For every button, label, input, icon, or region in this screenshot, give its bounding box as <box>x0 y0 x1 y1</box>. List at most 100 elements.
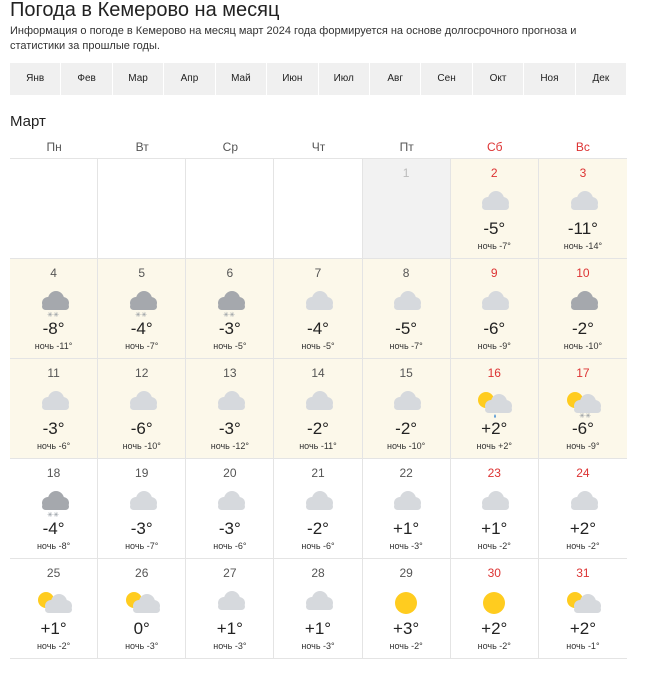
weather-icon: ✳ ✳ <box>129 291 157 319</box>
cloud-part <box>570 503 598 510</box>
day-temperature: +1° <box>393 519 420 538</box>
night-temperature: ночь -12° <box>210 441 249 451</box>
night-temperature: ночь +2° <box>476 441 513 451</box>
day-cell: 24 +2° ночь -2° <box>538 459 627 559</box>
weekday: Пт <box>399 140 414 154</box>
month-tab[interactable]: Окт <box>473 63 525 95</box>
day-temperature: -5° <box>395 319 418 338</box>
night-temperature: ночь -6° <box>36 441 71 451</box>
day-temperature: +1° <box>216 619 243 638</box>
day-cell: 22 +1° ночь -3° <box>362 459 451 559</box>
day-number: 9 <box>490 266 498 280</box>
weather-icon <box>305 291 333 310</box>
month-tab[interactable]: Мар <box>113 63 165 95</box>
weather-icon <box>37 592 72 613</box>
weather-icon <box>305 591 333 610</box>
cloud-part <box>573 606 601 613</box>
night-temperature: ночь -2° <box>389 641 423 651</box>
page-title: Погода в Кемерово на месяц <box>10 0 280 21</box>
day-cell: 18 ✳ ✳ -4° ночь -8° <box>10 459 99 559</box>
day-cell: 11 -3° ночь -6° <box>10 359 99 459</box>
day-number: 19 <box>135 466 149 480</box>
day-temperature: -2° <box>395 419 418 438</box>
weekday: Пн <box>46 140 62 154</box>
night-temperature: ночь -7° <box>477 241 511 251</box>
day-number: 11 <box>47 366 60 380</box>
weather-icon <box>478 392 513 418</box>
month-tab[interactable]: Май <box>216 63 268 95</box>
day-number: 2 <box>490 166 498 180</box>
cloud-part <box>570 203 598 210</box>
night-temperature: ночь -7° <box>125 541 159 551</box>
weather-icon: ✳ ✳ <box>41 491 69 519</box>
night-temperature: ночь -1° <box>566 641 600 651</box>
day-temperature: -2° <box>307 519 329 538</box>
weather-icon <box>566 592 601 613</box>
month-tab[interactable]: Ноя <box>524 63 576 95</box>
cloud-part <box>482 203 510 210</box>
day-cell: 28 +1° ночь -3° <box>274 559 363 659</box>
month-tab[interactable]: Фев <box>61 63 113 95</box>
day-number: 16 <box>487 366 501 380</box>
month-tab[interactable]: Июл <box>319 63 370 95</box>
day-number: 3 <box>579 166 587 180</box>
snowflake: ✳ <box>53 311 59 319</box>
day-number: 4 <box>50 266 57 280</box>
description: Информация о погоде в Кемерово на месяц … <box>10 25 577 52</box>
day-number: 30 <box>487 566 501 580</box>
day-number: 20 <box>223 466 237 480</box>
day-temperature: +3° <box>393 619 420 638</box>
cloud-part <box>217 403 245 410</box>
weather-icon <box>395 592 418 614</box>
weather-icon: ✳ ✳ <box>41 291 69 319</box>
day-temperature: +1° <box>40 619 67 638</box>
cloud-part <box>305 603 333 610</box>
weather-icon <box>217 391 245 410</box>
night-temperature: ночь -9° <box>477 341 511 351</box>
weather-icon <box>217 491 245 510</box>
day-temperature: -2° <box>307 419 329 438</box>
cloud-part <box>305 503 333 510</box>
snowflake: ✳ <box>47 311 53 319</box>
day-number: 14 <box>311 366 325 380</box>
month-tab[interactable]: Янв <box>10 63 62 95</box>
month-tab[interactable]: Сен <box>421 63 473 95</box>
day-number: 13 <box>223 366 237 380</box>
sun <box>395 592 418 614</box>
cloud-part <box>41 303 69 310</box>
night-temperature: ночь -10° <box>563 341 603 351</box>
day-temperature: -3° <box>218 319 241 338</box>
day-number: 25 <box>46 566 61 580</box>
day-temperature: +2° <box>481 419 508 438</box>
day-number: 6 <box>226 266 234 280</box>
weather-icon <box>129 491 157 510</box>
weekday: Ср <box>222 140 239 154</box>
month-tab[interactable]: Апр <box>164 63 216 95</box>
month-tab[interactable]: Дек <box>576 63 628 95</box>
weather-icon <box>570 291 598 310</box>
weather-icon <box>125 592 160 613</box>
day-temperature: -4° <box>42 519 65 538</box>
cloud-part <box>394 303 422 310</box>
weekday: Вс <box>575 140 590 154</box>
cloud-part <box>394 503 422 510</box>
day-temperature: -3° <box>218 519 241 538</box>
snowflake: ✳ <box>47 511 53 519</box>
cloud-part <box>217 603 245 610</box>
cloud-part <box>482 303 510 310</box>
day-number: 29 <box>399 566 413 580</box>
day-temperature: -4° <box>307 319 329 338</box>
night-temperature: ночь -14° <box>563 241 603 251</box>
cloud-part <box>129 503 157 510</box>
day-temperature: -8° <box>42 319 65 338</box>
day-cell: 14 -2° ночь -11° <box>274 359 363 459</box>
day-cell: 6 ✳ ✳ -3° ночь -5° <box>186 259 275 359</box>
day-number: 12 <box>135 366 149 380</box>
day-temperature: +2° <box>481 619 508 638</box>
month-tab[interactable]: Авг <box>370 63 422 95</box>
month-tab[interactable]: Июн <box>267 63 319 95</box>
day-temperature: -2° <box>571 319 594 338</box>
day-temperature: -3° <box>130 519 153 538</box>
day-cell: 10 -2° ночь -10° <box>538 259 627 359</box>
